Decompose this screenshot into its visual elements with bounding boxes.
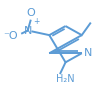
Text: N: N: [84, 48, 92, 58]
Text: O: O: [26, 8, 35, 18]
Text: H₂N: H₂N: [56, 74, 74, 84]
Text: N: N: [24, 26, 32, 36]
Text: ⁻O: ⁻O: [3, 31, 17, 41]
Text: +: +: [33, 17, 39, 26]
